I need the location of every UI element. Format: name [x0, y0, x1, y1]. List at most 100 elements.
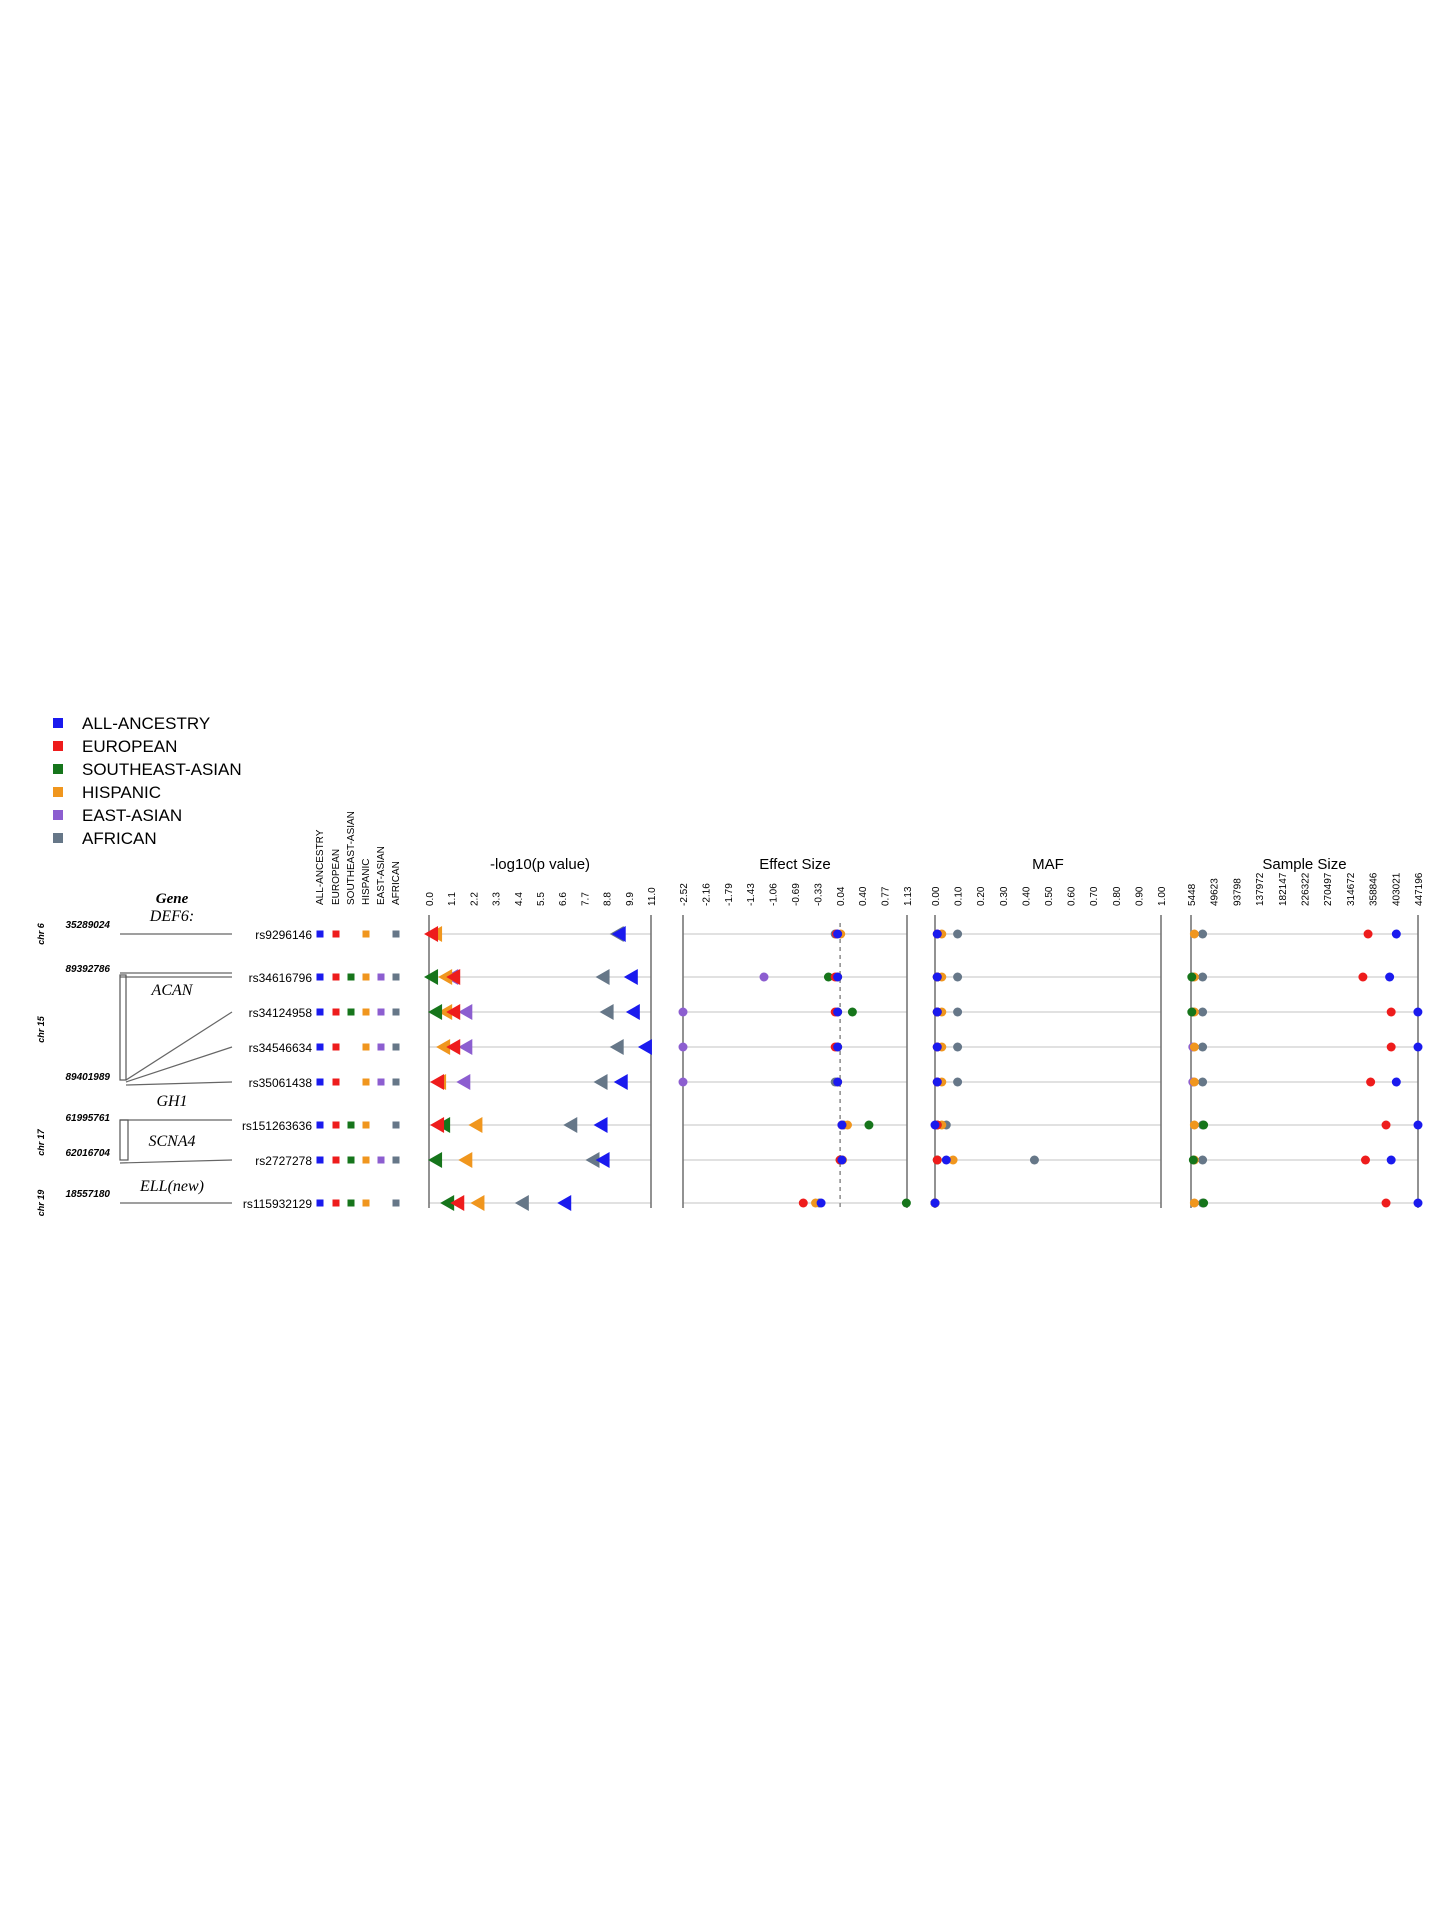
data-point: [1188, 1155, 1198, 1165]
data-point: [1358, 972, 1368, 982]
data-point: [1413, 1120, 1423, 1130]
data-point: [424, 926, 439, 942]
data-point: [470, 1195, 485, 1211]
data-point: [595, 969, 610, 985]
chromosome-label: chr 15: [36, 1015, 46, 1043]
ancestry-presence-square: [347, 1199, 355, 1207]
ancestry-column-label: ALL-ANCESTRY: [315, 829, 326, 905]
axis-tick-label: 0.60: [1067, 886, 1078, 906]
ancestry-presence-square: [332, 1156, 340, 1164]
legend-label: AFRICAN: [82, 829, 157, 848]
axis-tick-label: 4.4: [514, 892, 525, 906]
axis-tick-label: -0.33: [813, 883, 824, 906]
legend-swatch: [53, 764, 63, 774]
gene-region-bracket: [119, 1119, 129, 1161]
ancestry-column-label: AFRICAN: [391, 861, 402, 905]
legend-label: SOUTHEAST-ASIAN: [82, 760, 242, 779]
data-point: [1198, 1077, 1208, 1087]
ancestry-presence-square: [316, 1078, 324, 1086]
axis-tick-label: 1.13: [903, 886, 914, 906]
axis-tick-label: -1.06: [769, 883, 780, 906]
data-point: [1385, 972, 1395, 982]
ancestry-column-header: ALL-ANCESTRY EUROPEAN SOUTHEAST-ASIAN HISPA…: [315, 811, 402, 905]
ancestry-presence-square: [316, 973, 324, 981]
axis-tick-label: 7.7: [580, 892, 591, 906]
data-point: [1198, 1042, 1208, 1052]
data-point: [438, 1004, 453, 1020]
data-point: [953, 929, 963, 939]
data-point: [1386, 1155, 1396, 1165]
axis-tick-label: 2.2: [469, 892, 480, 906]
ancestry-presence-square: [362, 1078, 370, 1086]
gene-label: GH1: [156, 1093, 187, 1110]
panel-title: -log10(p value): [490, 856, 590, 873]
ancestry-presence-square: [362, 1043, 370, 1051]
ancestry-column-label: EAST-ASIAN: [376, 846, 387, 905]
data-point: [1189, 1120, 1199, 1130]
chart-panel: Sample Size 5448 49623 93798 137972 182147 226…: [1187, 856, 1425, 1208]
gene-connector-line: [125, 1046, 233, 1083]
data-point: [557, 1195, 572, 1211]
axis-tick-label: 137972: [1255, 872, 1266, 906]
data-point: [953, 1077, 963, 1087]
chart-panel: Effect Size -2.52 -2.16 -1.79 -1.43 -1.06 -0.6…: [678, 856, 914, 1208]
data-point: [458, 1152, 473, 1168]
gene-label: DEF6:: [149, 908, 194, 925]
axis-tick-label: 1.1: [447, 892, 458, 906]
data-point: [953, 1007, 963, 1017]
ancestry-presence-square: [332, 930, 340, 938]
data-point: [1198, 972, 1208, 982]
axis-tick-label: 0.70: [1089, 886, 1100, 906]
data-point: [953, 972, 963, 982]
axis-tick-label: 9.9: [625, 892, 636, 906]
ancestry-presence-square: [316, 1121, 324, 1129]
data-point: [864, 1120, 874, 1130]
ancestry-presence-square: [316, 1199, 324, 1207]
data-point: [798, 1198, 808, 1208]
genomic-position-label: 35289024: [66, 920, 111, 931]
axis-tick-label: 0.30: [999, 886, 1010, 906]
gene-connector-line: [125, 1011, 233, 1081]
axis-tick-label: 0.0: [425, 892, 436, 906]
data-point: [1413, 1007, 1423, 1017]
data-point: [424, 969, 439, 985]
ancestry-presence-square: [392, 1043, 400, 1051]
ancestry-presence-square: [392, 1121, 400, 1129]
ancestry-column-label: EUROPEAN: [331, 849, 342, 905]
ancestry-presence-square: [392, 1199, 400, 1207]
data-point: [1189, 1077, 1199, 1087]
snp-id-label: rs34124958: [249, 1006, 313, 1020]
axis-tick-label: 6.6: [558, 892, 569, 906]
ancestry-presence-square: [347, 1008, 355, 1016]
ancestry-presence-square: [377, 1156, 385, 1164]
data-point: [599, 1004, 614, 1020]
axis-tick-label: 3.3: [492, 892, 503, 906]
ancestry-presence-square: [362, 930, 370, 938]
gene-header: Gene: [156, 891, 189, 907]
ancestry-column-label: SOUTHEAST-ASIAN: [346, 811, 357, 905]
data-point: [833, 1042, 843, 1052]
ancestry-presence-square: [316, 1156, 324, 1164]
data-point: [932, 929, 942, 939]
data-point: [1386, 1042, 1396, 1052]
ancestry-presence-square: [332, 1121, 340, 1129]
chromosome-label: chr 6: [36, 922, 46, 945]
axis-tick-label: 0.10: [954, 886, 965, 906]
ancestry-presence-square: [316, 1008, 324, 1016]
data-point: [438, 969, 453, 985]
data-point: [468, 1117, 483, 1133]
ancestry-presence-square: [332, 1008, 340, 1016]
axis-tick-label: 5.5: [536, 892, 547, 906]
ancestry-presence-square: [362, 1199, 370, 1207]
data-point: [1187, 972, 1197, 982]
legend-swatch: [53, 810, 63, 820]
gene-label: ELL(new): [139, 1178, 204, 1195]
data-point: [428, 1004, 443, 1020]
data-point: [953, 1042, 963, 1052]
ancestry-presence-square: [332, 1199, 340, 1207]
gene-connector-line: [119, 1159, 233, 1164]
snp-rows: rs9296146 rs34616796 rs34124958 rs34546634 r…: [242, 928, 400, 1211]
panel-title: Effect Size: [759, 856, 830, 873]
data-point: [833, 1007, 843, 1017]
